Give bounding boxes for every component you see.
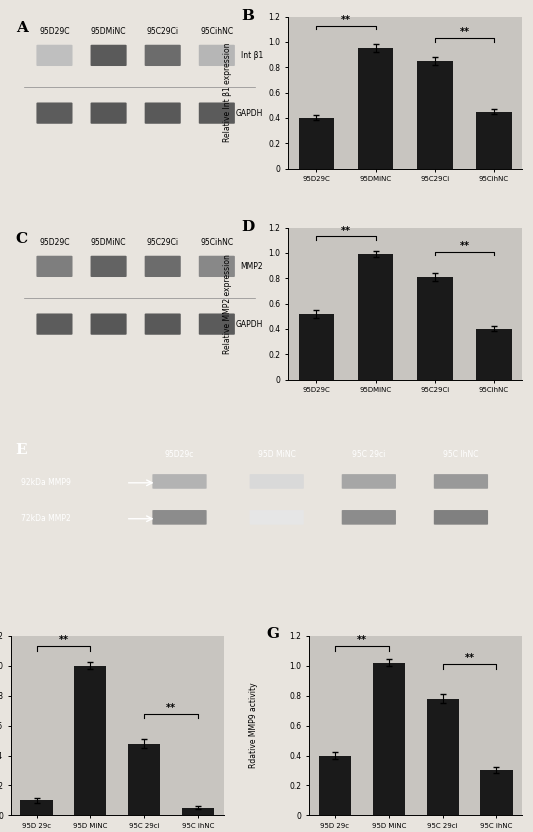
Bar bbox=[417, 277, 453, 379]
Text: **: ** bbox=[465, 653, 474, 663]
FancyBboxPatch shape bbox=[91, 314, 127, 334]
Text: 95D29c: 95D29c bbox=[165, 449, 194, 458]
Text: GAPDH: GAPDH bbox=[236, 109, 263, 117]
Bar bbox=[20, 800, 53, 815]
FancyBboxPatch shape bbox=[199, 102, 235, 124]
FancyBboxPatch shape bbox=[144, 102, 181, 124]
Text: 95C 29ci: 95C 29ci bbox=[352, 449, 385, 458]
Text: C: C bbox=[16, 232, 28, 246]
Bar bbox=[426, 699, 459, 815]
FancyBboxPatch shape bbox=[434, 474, 488, 488]
Bar bbox=[417, 61, 453, 169]
Bar bbox=[480, 770, 513, 815]
FancyBboxPatch shape bbox=[144, 45, 181, 66]
Bar bbox=[74, 666, 107, 815]
Text: 95C29Ci: 95C29Ci bbox=[147, 238, 179, 247]
FancyBboxPatch shape bbox=[249, 474, 304, 488]
Y-axis label: Relative MMP2 expression: Relative MMP2 expression bbox=[223, 254, 232, 354]
FancyBboxPatch shape bbox=[91, 45, 127, 66]
FancyBboxPatch shape bbox=[152, 474, 207, 488]
Text: Int β1: Int β1 bbox=[241, 51, 263, 60]
FancyBboxPatch shape bbox=[144, 255, 181, 277]
FancyBboxPatch shape bbox=[36, 102, 72, 124]
Bar bbox=[128, 744, 160, 815]
Text: MMP2: MMP2 bbox=[240, 262, 263, 271]
Bar bbox=[476, 329, 512, 379]
Text: **: ** bbox=[357, 636, 367, 646]
Text: B: B bbox=[241, 9, 254, 23]
FancyBboxPatch shape bbox=[342, 510, 396, 525]
FancyBboxPatch shape bbox=[342, 474, 396, 488]
FancyBboxPatch shape bbox=[199, 314, 235, 334]
Text: 95CihNC: 95CihNC bbox=[200, 27, 233, 37]
Text: D: D bbox=[241, 220, 254, 234]
Text: G: G bbox=[266, 626, 279, 641]
Text: 95CihNC: 95CihNC bbox=[200, 238, 233, 247]
Text: **: ** bbox=[166, 703, 176, 713]
Bar bbox=[476, 111, 512, 169]
FancyBboxPatch shape bbox=[91, 102, 127, 124]
Bar bbox=[319, 755, 351, 815]
FancyBboxPatch shape bbox=[91, 255, 127, 277]
FancyBboxPatch shape bbox=[36, 255, 72, 277]
Bar bbox=[358, 255, 393, 379]
FancyBboxPatch shape bbox=[152, 510, 207, 525]
FancyBboxPatch shape bbox=[199, 255, 235, 277]
Bar bbox=[298, 118, 334, 169]
Text: GAPDH: GAPDH bbox=[236, 319, 263, 329]
Text: 72kDa MMP2: 72kDa MMP2 bbox=[21, 514, 71, 523]
Text: E: E bbox=[16, 443, 27, 457]
Bar bbox=[373, 663, 405, 815]
FancyBboxPatch shape bbox=[36, 314, 72, 334]
Text: 95DMiNC: 95DMiNC bbox=[91, 238, 126, 247]
FancyBboxPatch shape bbox=[144, 314, 181, 334]
Y-axis label: Rdative MMP9 activity: Rdative MMP9 activity bbox=[249, 683, 258, 769]
FancyBboxPatch shape bbox=[249, 510, 304, 525]
Text: **: ** bbox=[341, 225, 351, 235]
Text: 95C29Ci: 95C29Ci bbox=[147, 27, 179, 37]
FancyBboxPatch shape bbox=[36, 45, 72, 66]
Text: 92kDa MMP9: 92kDa MMP9 bbox=[21, 478, 71, 488]
Text: 95C IhNC: 95C IhNC bbox=[443, 449, 479, 458]
Text: **: ** bbox=[341, 15, 351, 25]
Text: **: ** bbox=[59, 636, 68, 646]
Text: 95D MiNC: 95D MiNC bbox=[258, 449, 296, 458]
Text: 95DMiNC: 95DMiNC bbox=[91, 27, 126, 37]
Bar bbox=[182, 808, 214, 815]
FancyBboxPatch shape bbox=[199, 45, 235, 66]
FancyBboxPatch shape bbox=[434, 510, 488, 525]
Bar bbox=[298, 314, 334, 379]
Text: 95D29C: 95D29C bbox=[39, 238, 70, 247]
Text: 95D29C: 95D29C bbox=[39, 27, 70, 37]
Bar bbox=[358, 48, 393, 169]
Text: **: ** bbox=[459, 27, 470, 37]
Text: A: A bbox=[16, 21, 28, 35]
Y-axis label: Relative Int β1 expression: Relative Int β1 expression bbox=[223, 43, 232, 142]
Text: **: ** bbox=[459, 241, 470, 251]
